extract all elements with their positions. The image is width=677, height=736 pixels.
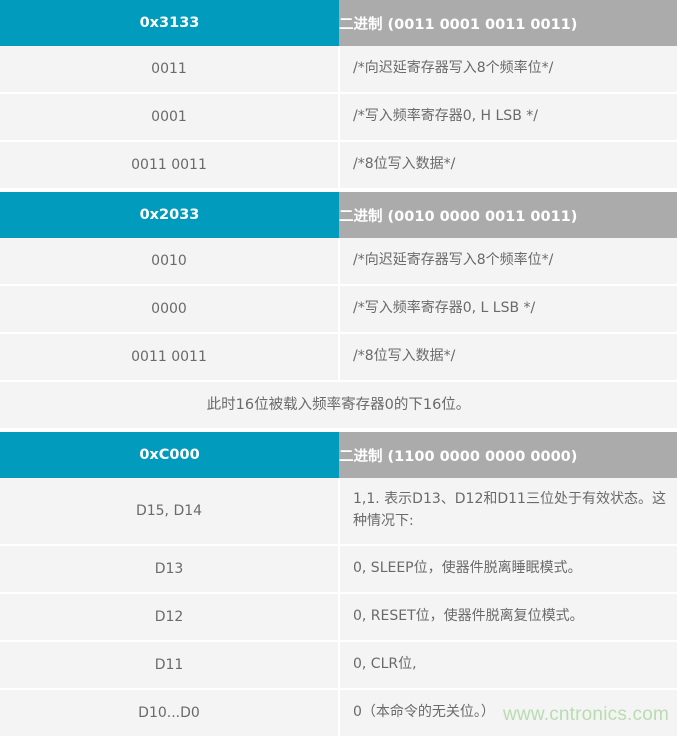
row-bits-value: 0011 0011	[0, 141, 340, 188]
table-row: 0001 /*写入频率寄存器0, H LSB */	[0, 93, 677, 142]
command-table-0x2033: 0x2033 二进制 (0010 0000 0011 0011) 0010 /*…	[0, 192, 677, 380]
table-header-row: 0x2033 二进制 (0010 0000 0011 0011)	[0, 192, 677, 238]
table-row: D11 0, CLR位,	[0, 641, 677, 690]
row-bits-value: D13	[0, 545, 340, 594]
row-comment-text: /*8位写入数据*/	[339, 141, 677, 188]
row-comment-text: 0, CLR位,	[339, 641, 677, 690]
table-row: 0000 /*写入频率寄存器0, L LSB */	[0, 285, 677, 334]
table-header-binary-value: 二进制 (1100 0000 0000 0000)	[339, 432, 677, 478]
table-row: 0011 0011 /*8位写入数据*/	[0, 141, 677, 188]
row-comment-text: 1,1. 表示D13、D12和D11三位处于有效状态。这种情况下:	[339, 478, 677, 546]
table-row: D15, D14 1,1. 表示D13、D12和D11三位处于有效状态。这种情况…	[0, 478, 677, 546]
table-header-command-code: 0x3133	[0, 0, 339, 46]
row-bits-value: D10...D0	[0, 689, 340, 736]
table-row: 0011 0011 /*8位写入数据*/	[0, 333, 677, 380]
row-bits-value: D11	[0, 641, 340, 690]
table-header-binary-value: 二进制 (0011 0001 0011 0011)	[339, 0, 677, 46]
table-header-row: 0x3133 二进制 (0011 0001 0011 0011)	[0, 0, 677, 46]
row-bits-value: D12	[0, 593, 340, 642]
row-comment-text: /*8位写入数据*/	[339, 333, 677, 380]
row-bits-value: 0000	[0, 285, 340, 334]
row-comment-text: /*向迟延寄存器写入8个频率位*/	[339, 238, 677, 286]
table-header-command-code: 0x2033	[0, 192, 339, 238]
row-comment-text: 0, SLEEP位，使器件脱离睡眠模式。	[339, 545, 677, 594]
row-comment-text: /*写入频率寄存器0, L LSB */	[339, 285, 677, 334]
row-bits-value: 0011	[0, 46, 340, 94]
row-bits-value: D15, D14	[0, 478, 340, 546]
command-table-0x3133: 0x3133 二进制 (0011 0001 0011 0011) 0011 /*…	[0, 0, 677, 188]
row-comment-text: 0, RESET位，使器件脱离复位模式。	[339, 593, 677, 642]
table-row: D12 0, RESET位，使器件脱离复位模式。	[0, 593, 677, 642]
caption-top-separator	[0, 380, 677, 382]
table-row: D10...D0 0（本命令的无关位。）	[0, 689, 677, 736]
command-table-0xC000: 0xC000 二进制 (1100 0000 0000 0000) D15, D1…	[0, 432, 677, 736]
table-row: 0010 /*向迟延寄存器写入8个频率位*/	[0, 238, 677, 286]
table-header-binary-value: 二进制 (0010 0000 0011 0011)	[339, 192, 677, 238]
table-row: 0011 /*向迟延寄存器写入8个频率位*/	[0, 46, 677, 94]
table-header-command-code: 0xC000	[0, 432, 339, 478]
table-separator	[0, 188, 677, 192]
row-bits-value: 0011 0011	[0, 333, 340, 380]
row-comment-text: 0（本命令的无关位。）	[339, 689, 677, 736]
table-header-row: 0xC000 二进制 (1100 0000 0000 0000)	[0, 432, 677, 478]
row-comment-text: /*写入频率寄存器0, H LSB */	[339, 93, 677, 142]
table-separator	[0, 428, 677, 432]
caption-note: 此时16位被载入频率寄存器0的下16位。	[0, 382, 677, 428]
row-comment-text: /*向迟延寄存器写入8个频率位*/	[339, 46, 677, 94]
row-bits-value: 0010	[0, 238, 340, 286]
table-row: D13 0, SLEEP位，使器件脱离睡眠模式。	[0, 545, 677, 594]
row-bits-value: 0001	[0, 93, 340, 142]
